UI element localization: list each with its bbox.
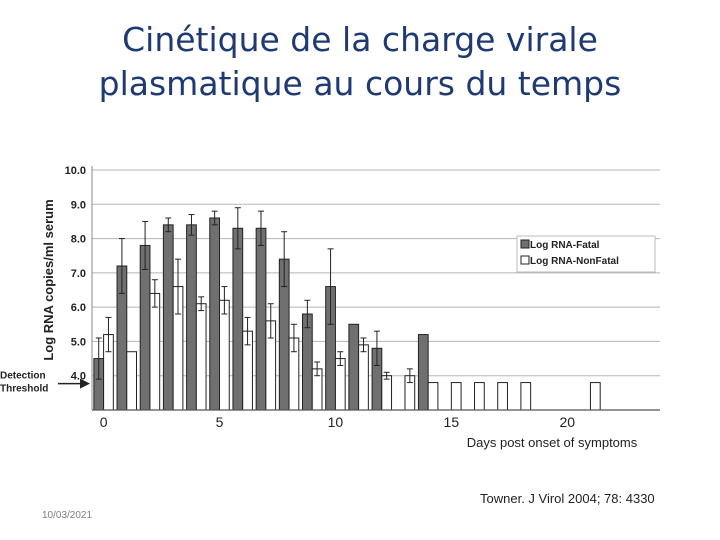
y-tick-label: 6.0 [71, 302, 86, 314]
bar-fatal [255, 227, 267, 411]
bar-fatal [139, 244, 151, 411]
y-axis-title: Log RNA copies/ml serum [41, 199, 56, 360]
y-tick-label: 7.0 [71, 268, 86, 280]
slide-title-line-1: Cinétique de la charge virale [122, 20, 598, 59]
x-tick-label: 10 [328, 414, 344, 430]
slide-title: Cinétique de la charge virale plasmatiqu… [0, 18, 720, 106]
bar-fatal [417, 334, 429, 411]
bar-nonfatal [474, 382, 485, 411]
slide-title-line-2: plasmatique au cours du temps [98, 64, 622, 103]
y-tick-label: 8.0 [71, 234, 86, 246]
bar-fatal [348, 323, 360, 411]
bar-nonfatal [195, 303, 207, 411]
x-tick-label: 0 [100, 414, 108, 430]
bar-nonfatal [149, 292, 161, 411]
footer-date: 10/03/2021 [42, 510, 93, 521]
x-tick-label: 5 [216, 414, 224, 430]
viral-load-bar-chart: Log RNA-Fatal Log RNA-NonFatal 10.0 9.0 8.0… [0, 165, 660, 450]
bar-nonfatal [520, 382, 532, 411]
bar-fatal [186, 224, 197, 411]
legend-box [516, 235, 656, 273]
bar-nonfatal [450, 382, 462, 411]
threshold-label: Detection [0, 371, 46, 382]
bar-fatal [162, 224, 174, 411]
y-tick-label: 10.0 [65, 165, 86, 177]
x-tick-label: 15 [444, 414, 460, 430]
threshold-arrow-head [80, 378, 90, 389]
legend-swatch-nonfatal [520, 255, 530, 265]
bar-nonfatal [381, 375, 393, 411]
threshold-label: Threshold [0, 384, 48, 395]
y-tick-label: 9.0 [71, 199, 86, 211]
axes-layer [91, 166, 660, 411]
legend-label-fatal: Log RNA-Fatal [530, 240, 600, 251]
bar-fatal [209, 217, 221, 411]
x-axis-title: Days post onset of symptoms [467, 435, 638, 450]
bar-fatal [232, 227, 244, 411]
legend-swatch-fatal [520, 239, 530, 249]
bar-nonfatal [497, 382, 508, 411]
bar-nonfatal [126, 351, 138, 411]
bar-fatal [302, 313, 313, 411]
bar-nonfatal [219, 299, 230, 411]
bar-nonfatal [427, 382, 439, 411]
chart-legend: Log RNA-Fatal Log RNA-NonFatal [516, 235, 656, 273]
bars-layer [93, 207, 601, 411]
footer-citation: Towner. J Virol 2004; 78: 4330 [480, 491, 655, 506]
bar-nonfatal [358, 344, 369, 411]
y-tick-label: 5.0 [71, 336, 86, 348]
bar-nonfatal [589, 382, 601, 411]
x-tick-label: 20 [559, 414, 575, 430]
bar-nonfatal [334, 358, 346, 411]
legend-label-nonfatal: Log RNA-NonFatal [530, 256, 619, 267]
